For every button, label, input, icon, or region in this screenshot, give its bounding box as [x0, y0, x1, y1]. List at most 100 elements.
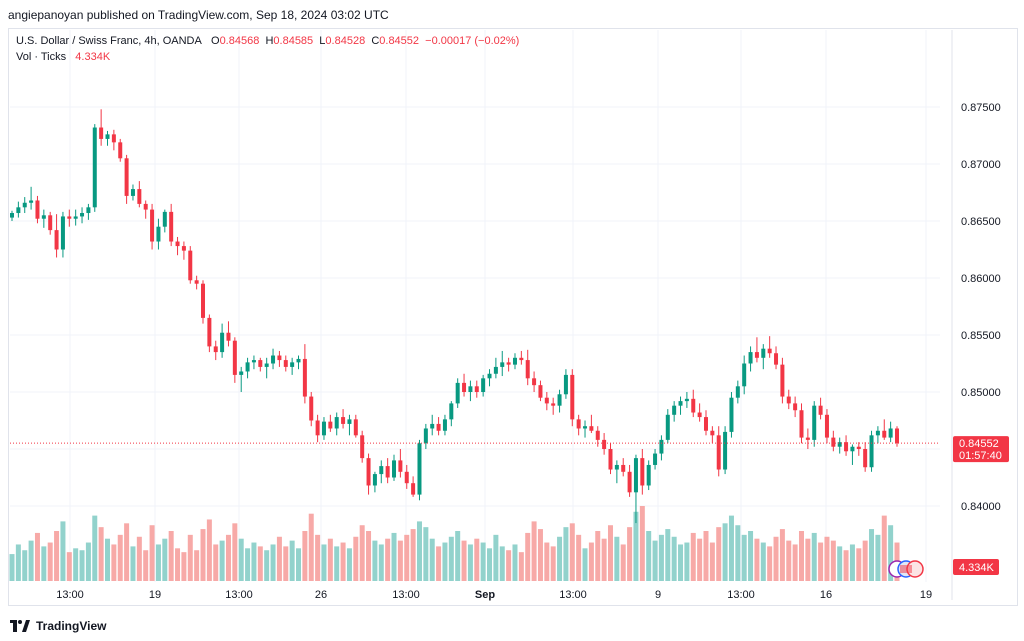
volume-bar [461, 540, 467, 581]
volume-bar [678, 544, 684, 581]
candle [818, 397, 823, 420]
volume-bar [111, 544, 117, 581]
candle [188, 246, 193, 284]
volume-bar [716, 527, 722, 581]
candle [532, 371, 537, 392]
candle-body [86, 207, 91, 214]
time-tick-label: 13:00 [727, 589, 755, 601]
volume-row: Vol · Ticks 4.334K [16, 49, 519, 65]
time-tick-label: Sep [475, 589, 495, 601]
candle-body [748, 352, 753, 364]
candle-body [812, 405, 817, 440]
candle-body [882, 430, 887, 438]
candle-body [251, 360, 256, 363]
candle-body [264, 363, 269, 367]
candle-body [512, 357, 517, 365]
volume-bar [85, 542, 91, 581]
candle-body [723, 431, 728, 470]
candle-body [321, 421, 326, 436]
candle-body [309, 396, 314, 421]
candle-body [563, 374, 568, 395]
volume-bar [308, 513, 314, 581]
candle-body [124, 158, 129, 196]
volume-bar [627, 527, 633, 581]
candle [824, 409, 829, 444]
volume-bar [391, 532, 397, 581]
volume-bar [187, 534, 193, 581]
candle-body [16, 207, 21, 214]
candle [684, 392, 689, 408]
volume-bar [378, 544, 384, 581]
volume-bar [289, 540, 295, 581]
candle-body [653, 453, 658, 465]
candle-body [519, 357, 524, 361]
volume-bar [270, 544, 276, 581]
volume-bar [423, 527, 429, 581]
volume-bar [563, 527, 569, 581]
footer-brand[interactable]: TradingView [36, 619, 107, 633]
bar-countdown: 01:57:40 [959, 450, 1002, 462]
candle-body [73, 216, 78, 219]
candle [175, 236, 180, 256]
price-tick-label: 0.84000 [961, 501, 1001, 513]
candle-body [602, 439, 607, 449]
candle-body [436, 423, 441, 431]
tradingview-logo-icon[interactable] [10, 620, 30, 632]
candle-body [595, 430, 600, 440]
candle [512, 353, 517, 370]
candle-body [60, 216, 65, 250]
time-tick-label: 19 [920, 589, 932, 601]
candle-body [411, 483, 416, 495]
volume-bar [232, 523, 238, 581]
candle-body [80, 213, 85, 217]
symbol-title[interactable]: U.S. Dollar / Swiss Franc, 4h, OANDA [16, 35, 202, 47]
candle-body [570, 374, 575, 420]
candle [366, 453, 371, 495]
candle-body [691, 398, 696, 413]
candle [99, 109, 104, 146]
volume-bar [512, 544, 518, 581]
volume-bar [194, 550, 200, 581]
candle-body [895, 428, 899, 444]
header: angiepanoyan published on TradingView.co… [0, 0, 1024, 28]
time-axis[interactable]: 13:00 19 13:00 26 13:00 Sep 13:00 9 13:00 16 19 [56, 589, 932, 601]
volume-label[interactable]: Vol · Ticks [16, 51, 67, 63]
volume-bar [506, 550, 512, 581]
candle-body [271, 355, 276, 364]
volume-bar [722, 523, 728, 581]
candle-body [608, 449, 613, 470]
candle [863, 442, 868, 472]
volume-bar [296, 548, 302, 581]
candle-body [404, 471, 409, 484]
volume-bar [92, 515, 98, 581]
event-flags[interactable] [888, 560, 924, 578]
legend: U.S. Dollar / Swiss Franc, 4h, OANDA O0.… [16, 33, 519, 65]
candle [780, 357, 785, 404]
time-tick-label: 19 [149, 589, 161, 601]
candle-body [551, 403, 556, 406]
time-tick-label: 9 [655, 589, 661, 601]
candle [506, 357, 511, 372]
volume-bar [786, 540, 792, 581]
volume-bar [346, 548, 352, 581]
volume-bar [665, 529, 671, 581]
volume-bar [798, 531, 804, 581]
candle [627, 464, 632, 497]
candle [837, 437, 842, 454]
candle [296, 355, 301, 370]
candle-body [169, 211, 174, 242]
candle-body [774, 353, 779, 365]
candle-body [844, 442, 849, 452]
volume-bar [480, 542, 486, 581]
candle [150, 203, 155, 250]
volume-bar [869, 529, 875, 581]
close-label: C [371, 35, 380, 47]
volume-bar [671, 536, 677, 581]
volume-bar [550, 546, 556, 581]
candle-body [353, 419, 358, 436]
volume-bar [875, 534, 881, 581]
candle-body [735, 386, 740, 398]
candle-body [35, 200, 40, 219]
candle-body [856, 446, 861, 449]
